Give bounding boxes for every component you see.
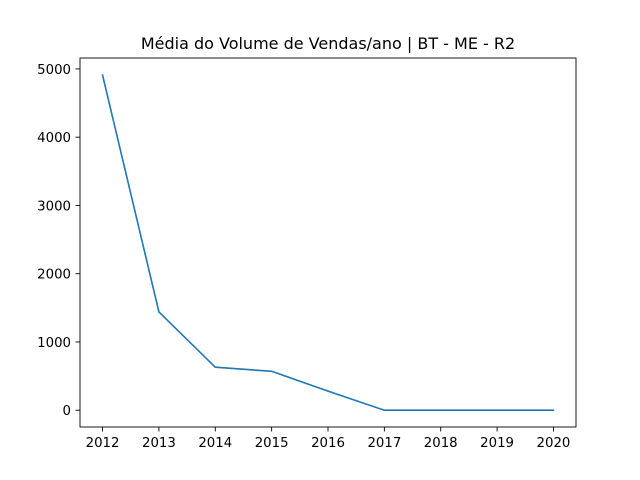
y-tick-label: 4000: [37, 131, 71, 146]
x-tick-label: 2012: [86, 436, 120, 451]
x-tick-label: 2013: [142, 436, 176, 451]
plot-area: 2012 2013 2014 2015 2016 2017 2018 2019 2020 0 100…: [37, 57, 577, 451]
x-tick-label: 2017: [367, 436, 401, 451]
x-tick-label: 2020: [537, 436, 571, 451]
x-tick-label: 2015: [255, 436, 289, 451]
series-line-0: [101, 74, 555, 412]
y-tick-label: 0: [63, 404, 71, 419]
x-tick-label: 2014: [198, 436, 232, 451]
y-tick-label: 2000: [37, 268, 71, 283]
chart-title: Média do Volume de Vendas/ano | BT - ME …: [141, 34, 515, 53]
x-tick-label: 2019: [480, 436, 514, 451]
x-tick-label: 2016: [311, 436, 345, 451]
y-tick-label: 3000: [37, 199, 71, 214]
y-tick-label: 1000: [37, 336, 71, 351]
x-tick-label: 2018: [424, 436, 458, 451]
y-tick-label: 5000: [37, 63, 71, 78]
